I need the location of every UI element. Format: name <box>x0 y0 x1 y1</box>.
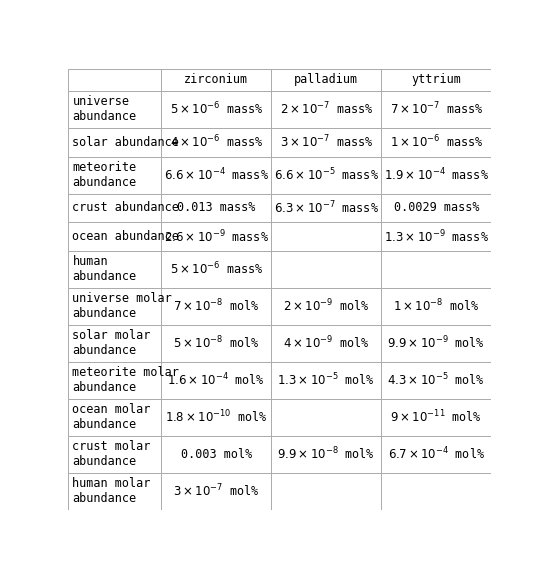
Text: $2.6\times10^{-9}$ mass%: $2.6\times10^{-9}$ mass% <box>164 229 269 245</box>
Text: solar molar
abundance: solar molar abundance <box>73 329 151 358</box>
Text: meteorite
abundance: meteorite abundance <box>73 161 136 189</box>
Text: palladium: palladium <box>294 73 358 87</box>
Text: crust molar
abundance: crust molar abundance <box>73 441 151 469</box>
Text: 0.003 mol%: 0.003 mol% <box>181 448 252 461</box>
Text: $5\times10^{-6}$ mass%: $5\times10^{-6}$ mass% <box>169 101 263 118</box>
Text: $3\times10^{-7}$ mol%: $3\times10^{-7}$ mol% <box>173 483 260 500</box>
Text: human
abundance: human abundance <box>73 256 136 284</box>
Text: ocean abundance: ocean abundance <box>73 230 179 243</box>
Text: universe
abundance: universe abundance <box>73 96 136 123</box>
Text: $1\times10^{-8}$ mol%: $1\times10^{-8}$ mol% <box>393 298 480 315</box>
Text: $6.7\times10^{-4}$ mol%: $6.7\times10^{-4}$ mol% <box>388 446 485 463</box>
Text: 0.0029 mass%: 0.0029 mass% <box>394 202 479 214</box>
Text: $6.6\times10^{-5}$ mass%: $6.6\times10^{-5}$ mass% <box>274 167 379 183</box>
Text: $6.3\times10^{-7}$ mass%: $6.3\times10^{-7}$ mass% <box>274 199 379 216</box>
Text: $5\times10^{-6}$ mass%: $5\times10^{-6}$ mass% <box>169 261 263 278</box>
Text: $2\times10^{-9}$ mol%: $2\times10^{-9}$ mol% <box>283 298 370 315</box>
Text: $2\times10^{-7}$ mass%: $2\times10^{-7}$ mass% <box>280 101 373 118</box>
Text: $9.9\times10^{-9}$ mol%: $9.9\times10^{-9}$ mol% <box>388 335 485 352</box>
Text: $4\times10^{-6}$ mass%: $4\times10^{-6}$ mass% <box>169 134 263 151</box>
Text: $4\times10^{-9}$ mol%: $4\times10^{-9}$ mol% <box>283 335 370 352</box>
Text: crust abundance: crust abundance <box>73 202 179 214</box>
Text: $6.6\times10^{-4}$ mass%: $6.6\times10^{-4}$ mass% <box>164 167 269 183</box>
Text: $7\times10^{-8}$ mol%: $7\times10^{-8}$ mol% <box>173 298 260 315</box>
Text: $1.8\times10^{-10}$ mol%: $1.8\times10^{-10}$ mol% <box>165 409 268 426</box>
Text: $7\times10^{-7}$ mass%: $7\times10^{-7}$ mass% <box>389 101 483 118</box>
Text: meteorite molar
abundance: meteorite molar abundance <box>73 367 179 394</box>
Text: human molar
abundance: human molar abundance <box>73 477 151 505</box>
Text: $5\times10^{-8}$ mol%: $5\times10^{-8}$ mol% <box>173 335 260 352</box>
Text: $1\times10^{-6}$ mass%: $1\times10^{-6}$ mass% <box>389 134 483 151</box>
Text: $1.9\times10^{-4}$ mass%: $1.9\times10^{-4}$ mass% <box>384 167 489 183</box>
Text: $1.6\times10^{-4}$ mol%: $1.6\times10^{-4}$ mol% <box>168 372 265 388</box>
Text: $1.3\times10^{-9}$ mass%: $1.3\times10^{-9}$ mass% <box>384 229 489 245</box>
Text: $1.3\times10^{-5}$ mol%: $1.3\times10^{-5}$ mol% <box>277 372 375 388</box>
Text: zirconium: zirconium <box>185 73 248 87</box>
Text: $3\times10^{-7}$ mass%: $3\times10^{-7}$ mass% <box>280 134 373 151</box>
Text: 0.013 mass%: 0.013 mass% <box>177 202 256 214</box>
Text: $9.9\times10^{-8}$ mol%: $9.9\times10^{-8}$ mol% <box>277 446 375 463</box>
Text: solar abundance: solar abundance <box>73 136 179 149</box>
Text: $4.3\times10^{-5}$ mol%: $4.3\times10^{-5}$ mol% <box>388 372 485 388</box>
Text: $9\times10^{-11}$ mol%: $9\times10^{-11}$ mol% <box>390 409 482 426</box>
Text: universe molar
abundance: universe molar abundance <box>73 292 172 320</box>
Text: ocean molar
abundance: ocean molar abundance <box>73 403 151 431</box>
Text: yttrium: yttrium <box>412 73 461 87</box>
